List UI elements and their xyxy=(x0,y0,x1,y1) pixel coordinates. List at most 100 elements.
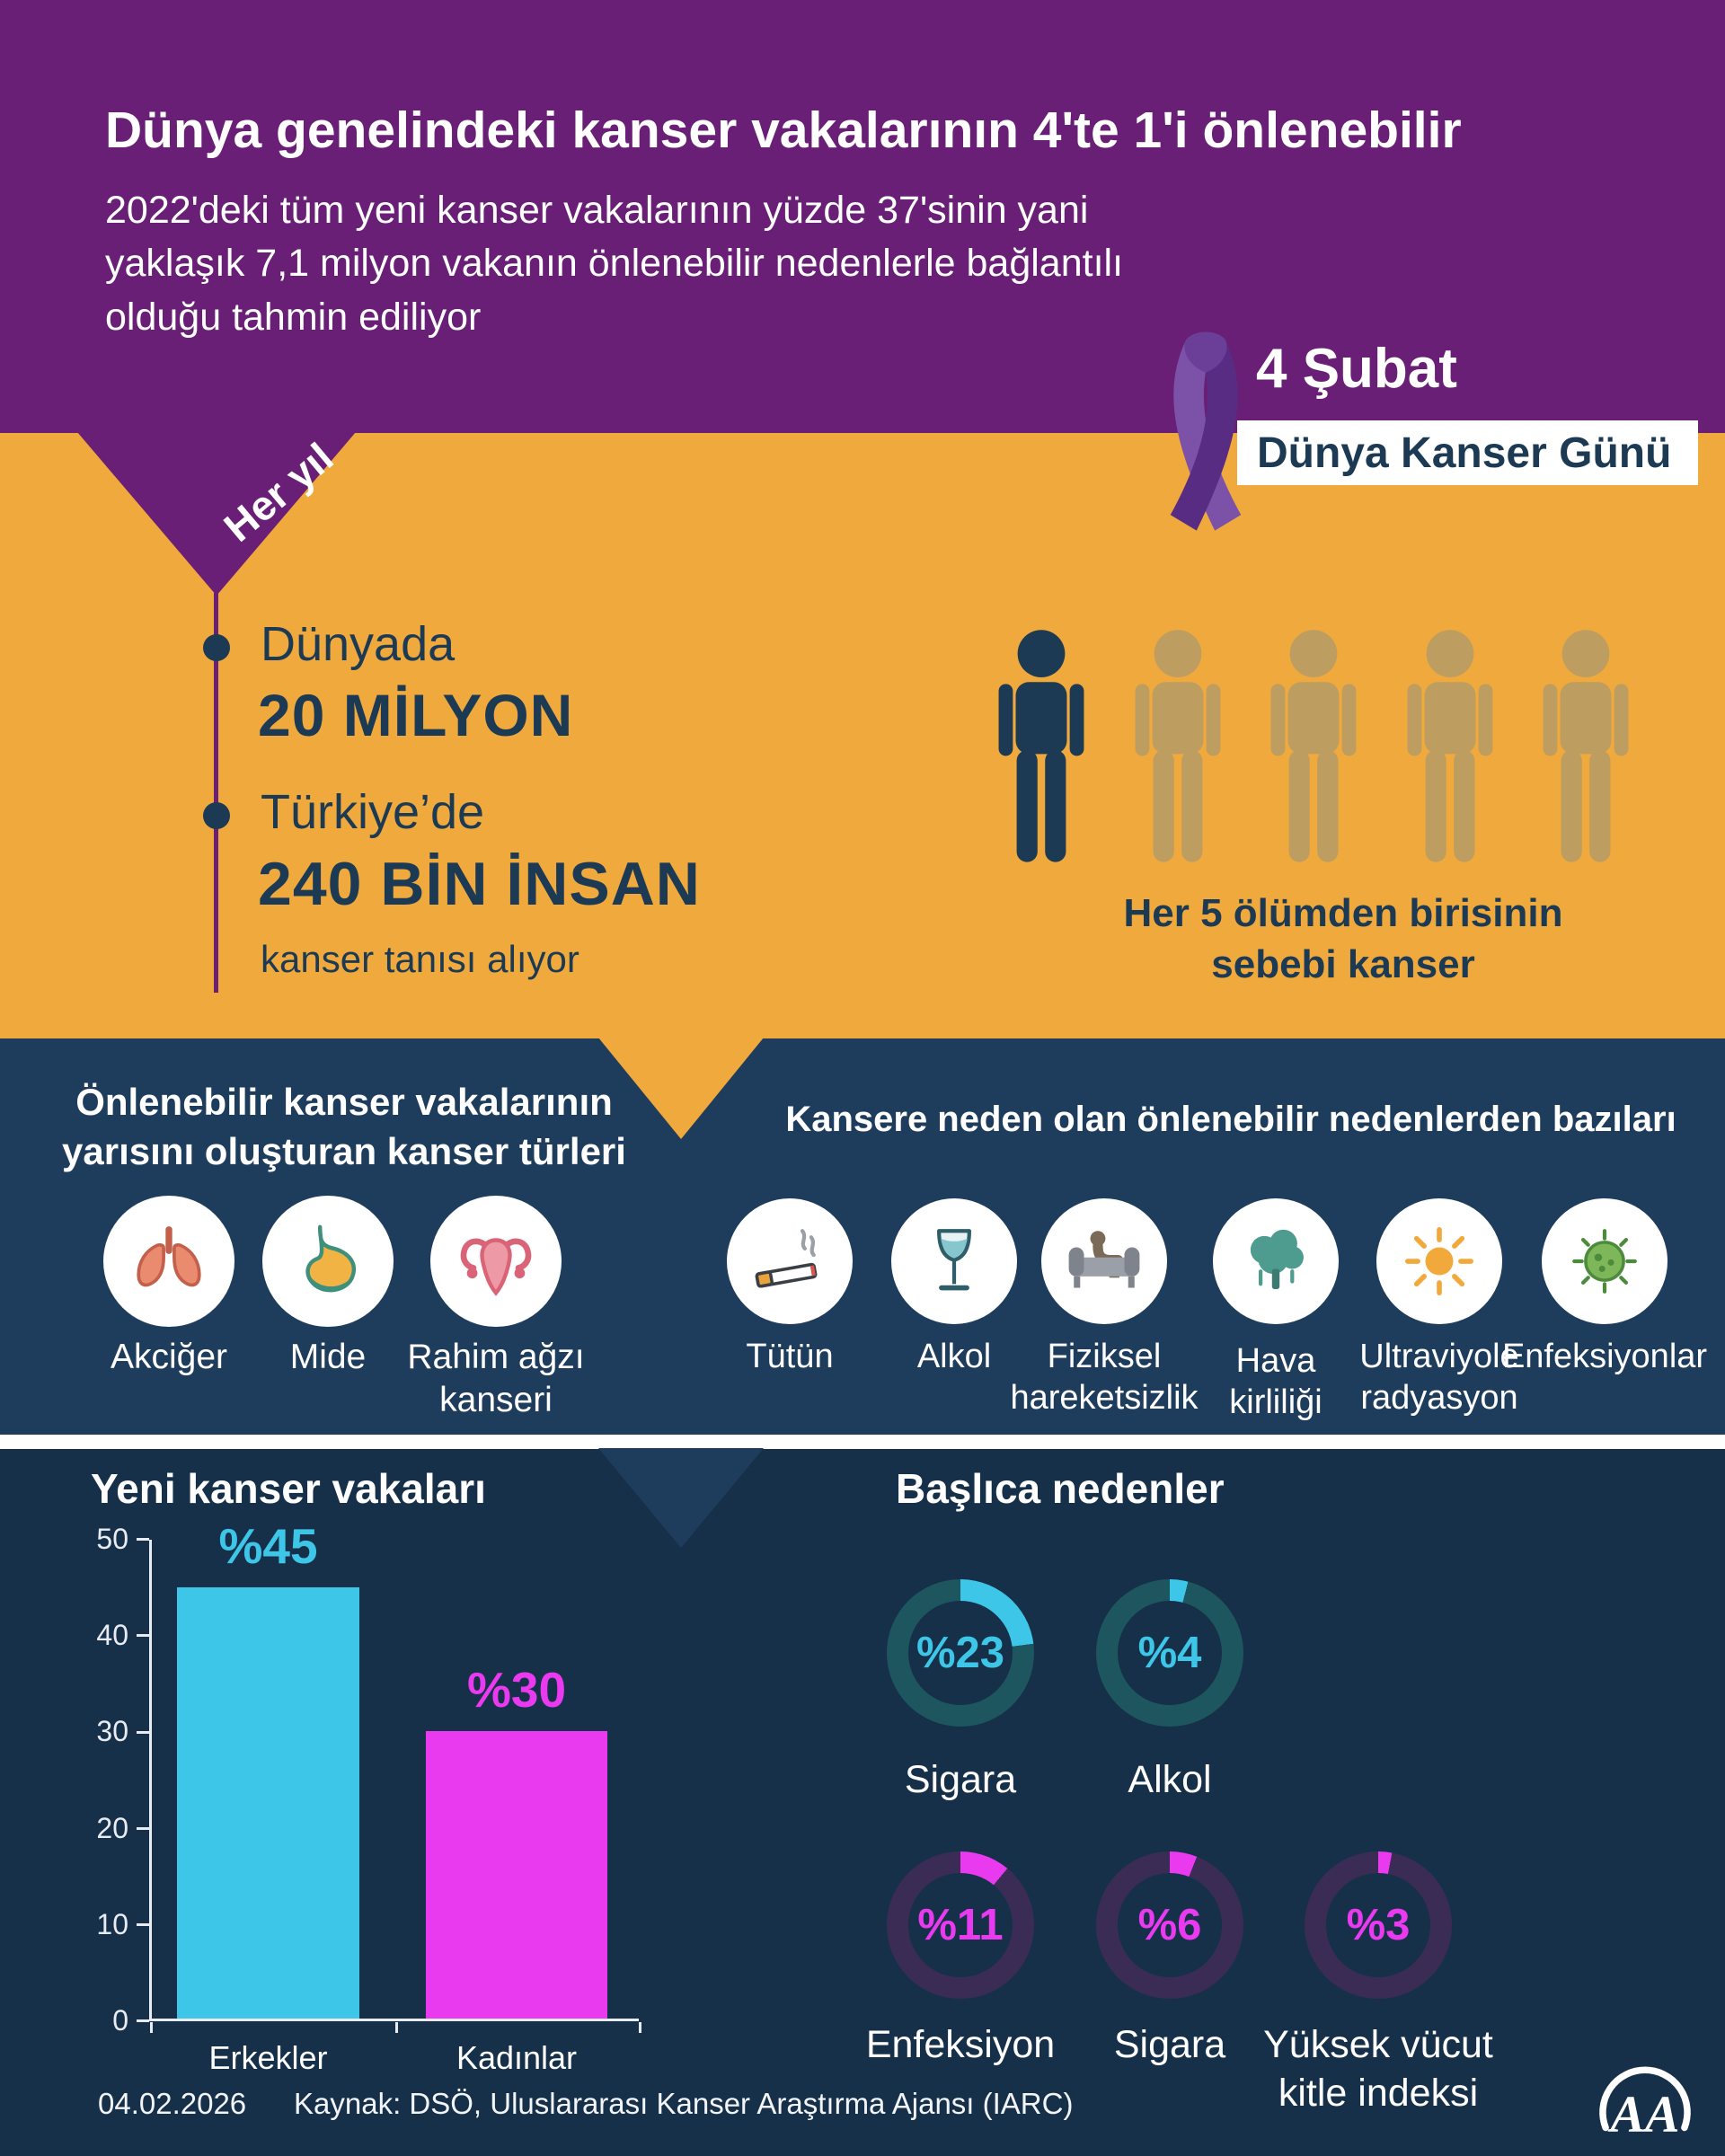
donut-value: %23 xyxy=(916,1629,1005,1677)
wine-glass-icon xyxy=(937,1229,971,1291)
cause-circle-inactivity xyxy=(1041,1198,1167,1324)
y-tick-label: 40 xyxy=(96,1619,128,1651)
cause-label: Alkol xyxy=(916,1338,992,1375)
cause-label: Fiziksel hareketsizlik xyxy=(1010,1338,1199,1418)
stat-place-turkey: Türkiye’de xyxy=(261,785,485,839)
bullet-dot xyxy=(203,802,230,829)
timeline-line xyxy=(214,593,218,993)
lungs-icon xyxy=(137,1226,201,1287)
donut-value: %3 xyxy=(1346,1901,1411,1949)
cause-circle-uv xyxy=(1376,1198,1502,1324)
donut-value: %6 xyxy=(1137,1901,1202,1949)
x-axis-label: Erkekler xyxy=(208,2039,328,2076)
cause-circle-tobacco xyxy=(727,1198,853,1324)
air-pollution-icon xyxy=(1250,1229,1304,1289)
stat-figure-world: 20 MİLYON xyxy=(258,682,574,748)
donut-hole xyxy=(1326,1873,1430,1977)
stomach-icon xyxy=(305,1224,356,1293)
stat-suffix: kanser tanısı alıyor xyxy=(261,938,579,980)
bar-erkekler: %45 xyxy=(177,1518,359,2019)
heading-line: Önlenebilir kanser vakalarının xyxy=(75,1081,613,1123)
cancer-type-label: Rahim ağzı kanseri xyxy=(407,1338,585,1419)
cause-label: Hava kirliliği xyxy=(1229,1342,1322,1422)
donut-value: %11 xyxy=(917,1901,1004,1949)
world-cancer-day-label: Dünya Kanser Günü xyxy=(1257,429,1672,477)
bar-chart-title: Yeni kanser vakaları xyxy=(91,1465,486,1512)
page-title: Dünya genelindeki kanser vakalarının 4't… xyxy=(105,102,1462,159)
cause-circle-infections xyxy=(1542,1198,1668,1324)
y-tick-label: 20 xyxy=(96,1812,128,1844)
bar-value-label: %45 xyxy=(218,1518,318,1575)
x-tick-mark xyxy=(639,2022,641,2033)
stat-figure-turkey: 240 BİN İNSAN xyxy=(258,850,701,918)
donut-hole xyxy=(908,1873,1013,1977)
section-divider xyxy=(0,1435,1725,1449)
bar-chart: 50 40 30 20 10 0 %45 %30 Erkekler Kadınl… xyxy=(96,1518,641,2076)
page-subtitle: 2022'deki tüm yeni kanser vakalarının yü… xyxy=(105,184,1123,344)
x-tick-mark xyxy=(150,2022,153,2033)
awareness-ribbon-icon xyxy=(1170,331,1242,531)
uterus-icon xyxy=(460,1238,532,1296)
subtitle-line: yaklaşık 7,1 milyon vakanın önlenebilir … xyxy=(105,242,1124,286)
person-icon xyxy=(1543,630,1629,862)
y-tick-mark xyxy=(137,1634,149,1637)
donut-enfeksiyon-11: %11 xyxy=(887,1851,1034,1999)
y-tick-mark xyxy=(137,1731,149,1734)
cancer-type-label: Akciğer xyxy=(110,1338,228,1376)
x-axis-label: Kadınlar xyxy=(456,2039,578,2076)
cause-circle-alcohol xyxy=(891,1198,1017,1324)
bar-value-label: %30 xyxy=(466,1662,567,1719)
y-tick-mark xyxy=(137,2019,149,2022)
cause-label: Tütün xyxy=(746,1338,834,1375)
cause-label: Ultraviyole radyasyon xyxy=(1359,1338,1519,1418)
footer-source: Kaynak: DSÖ, Uluslararası Kanser Araştır… xyxy=(294,2087,1074,2120)
bullet-dot xyxy=(203,634,230,661)
cancer-types-heading: Önlenebilir kanser vakalarının yarısını … xyxy=(52,1078,636,1176)
aa-logo: AA xyxy=(1599,2066,1691,2143)
y-tick-label: 50 xyxy=(96,1523,128,1555)
cancer-type-circle-cervical xyxy=(430,1196,562,1327)
donut-sigara-23: %23 xyxy=(887,1579,1034,1727)
cigarette-icon xyxy=(755,1229,818,1288)
donut-hole xyxy=(908,1601,1013,1705)
donut-label: Yüksek vücut kitle indeksi xyxy=(1263,2023,1493,2115)
cancer-type-label: Mide xyxy=(289,1338,367,1376)
y-tick-label: 30 xyxy=(96,1715,128,1747)
sun-icon xyxy=(1405,1227,1473,1295)
microbe-icon xyxy=(1572,1229,1637,1294)
subtitle-line: olduğu tahmin ediliyor xyxy=(105,295,482,339)
donut-label: Sigara xyxy=(1113,2023,1226,2066)
cancer-type-circle-stomach xyxy=(262,1196,394,1327)
cause-circle-air-pollution xyxy=(1213,1198,1339,1324)
person-icon xyxy=(1135,630,1221,862)
deaths-caption-line: Her 5 ölümden birisinin xyxy=(1123,891,1563,935)
donut-hole xyxy=(1118,1873,1222,1977)
deaths-caption-line: sebebi kanser xyxy=(1211,942,1475,987)
heading-line: yarısını oluşturan kanser türleri xyxy=(62,1129,626,1172)
donut-chart-title: Başlıca nedenler xyxy=(896,1465,1225,1512)
aa-logo-text: AA xyxy=(1607,2087,1679,2143)
person-icon xyxy=(1270,630,1357,862)
donut-bmi-3: %3 xyxy=(1305,1851,1452,1999)
donut-sigara-6: %6 xyxy=(1096,1851,1243,1999)
cause-label: Enfeksiyonlar xyxy=(1501,1338,1708,1375)
donut-label: Alkol xyxy=(1128,1758,1212,1801)
y-tick-mark xyxy=(137,1538,149,1541)
y-tick-mark xyxy=(137,1923,149,1926)
y-tick-label: 10 xyxy=(96,1908,128,1940)
bar-kadinlar: %30 xyxy=(426,1662,607,2019)
sedentary-icon xyxy=(1068,1231,1140,1288)
world-cancer-day-banner: Dünya Kanser Günü xyxy=(1237,420,1698,485)
x-tick-mark xyxy=(395,2022,398,2033)
causes-heading: Kansere neden olan önlenebilir nedenlerd… xyxy=(785,1100,1676,1139)
deaths-caption: Her 5 ölümden birisinin sebebi kanser xyxy=(1119,888,1568,990)
person-icon xyxy=(1407,630,1493,862)
donut-value: %4 xyxy=(1137,1629,1202,1677)
y-tick-label: 0 xyxy=(112,2004,128,2037)
person-icon-highlighted xyxy=(998,630,1084,862)
header-section xyxy=(0,0,1725,433)
y-tick-mark xyxy=(137,1827,149,1830)
donut-alkol-4: %4 xyxy=(1096,1579,1243,1727)
world-cancer-day-date: 4 Şubat xyxy=(1256,338,1457,400)
footer-date: 04.02.2026 xyxy=(98,2087,247,2120)
